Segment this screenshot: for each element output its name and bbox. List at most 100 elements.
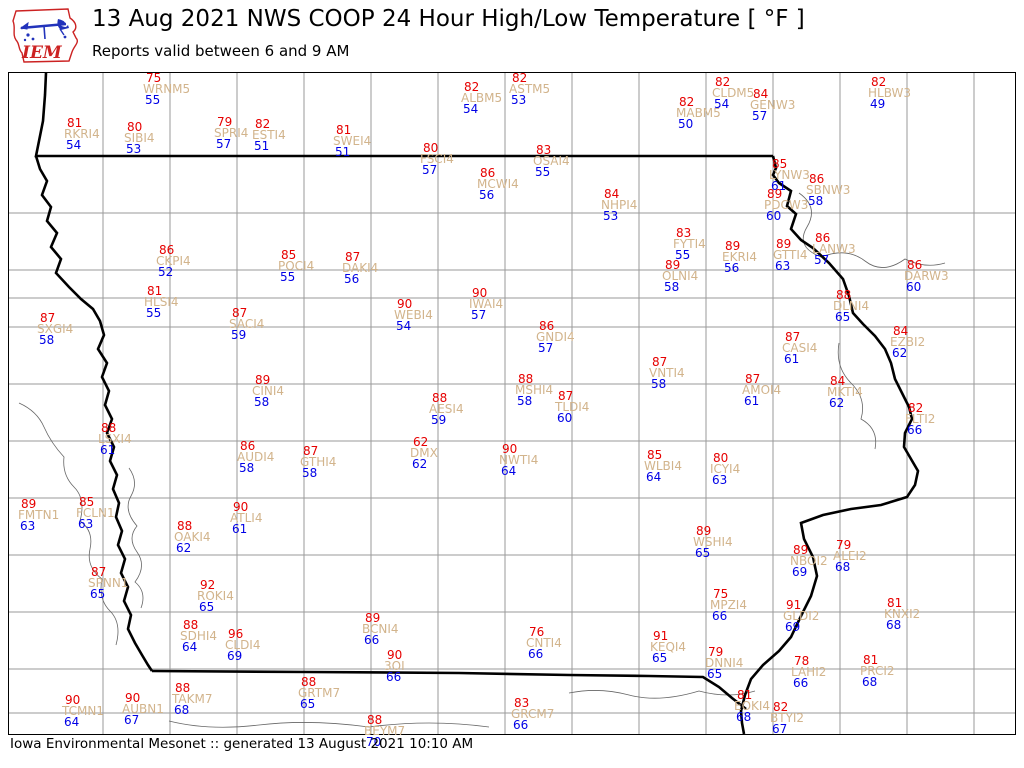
station-id: WRNM5: [143, 82, 191, 96]
station-low-temp: 67: [772, 722, 788, 736]
station-low-temp: 61: [232, 522, 248, 536]
station-high-temp: 80: [127, 120, 143, 134]
missouri-river-border: [34, 155, 154, 672]
station-SPRI4: 79 SPRI4 57: [214, 116, 248, 151]
station-ESTI4: 82 ESTI4 51: [252, 118, 286, 152]
station-low-temp: 62: [892, 346, 908, 360]
station-low-temp: 60: [557, 411, 573, 425]
station-HLSI4: 81 HLSI4 55: [144, 285, 179, 319]
station-id: GNDI4: [536, 330, 575, 344]
station-BTYI2: 82 BTYI2 67: [770, 701, 804, 736]
station-GENW3: 84 GENW3 57: [750, 88, 795, 123]
station-high-temp: 88: [177, 519, 193, 533]
county-map-canvas: [9, 73, 1015, 734]
station-IWAI4: 90 IWAI4 57: [469, 287, 503, 321]
station-id: LAHI2: [791, 665, 827, 679]
station-high-temp: 81: [336, 123, 352, 137]
station-id: 3OI: [384, 659, 405, 673]
station-low-temp: 58: [302, 466, 318, 480]
station-high-temp: 89: [21, 497, 37, 511]
station-id: FYTI4: [673, 237, 706, 251]
station-id: GLDI2: [783, 609, 820, 623]
station-low-temp: 66: [513, 718, 529, 732]
station-high-temp: 90: [125, 691, 141, 705]
station-ASTM5: 82 ASTM5 53: [509, 72, 551, 106]
station-BEYM7: 88 BEYM7 70: [364, 714, 405, 749]
station-high-temp: 79: [836, 538, 852, 552]
station-id: OLNI4: [662, 269, 699, 283]
station-DARW3: 86 DARW3 60: [904, 259, 949, 293]
station-high-temp: 85: [647, 448, 663, 462]
station-low-temp: 50: [678, 117, 694, 131]
station-id: CLDI4: [225, 638, 261, 652]
station-high-temp: 90: [387, 648, 403, 662]
station-high-temp: 87: [232, 306, 248, 320]
station-high-temp: 87: [785, 330, 801, 344]
station-EKRI4: 89 EKRI4 56: [722, 239, 757, 274]
station-high-temp: 90: [397, 297, 413, 311]
station-NWTI4: 90 NWTI4 64: [499, 443, 539, 477]
station-id: SPNN1: [88, 576, 129, 590]
station-HLBW3: 82 HLBW3 49: [868, 76, 911, 110]
iowa-south-border: [151, 669, 747, 711]
station-high-temp: 81: [67, 116, 83, 130]
station-low-temp: 65: [695, 546, 711, 560]
station-low-temp: 59: [231, 328, 247, 342]
station-id: PRCI2: [860, 664, 895, 678]
station-id: GRTM7: [298, 686, 341, 700]
station-high-temp: 89: [725, 239, 741, 253]
station-LAHI2: 78 LAHI2 66: [791, 655, 827, 690]
station-AMOI4: 87 AMOI4 61: [742, 373, 782, 408]
station-low-temp: 55: [675, 248, 691, 262]
station-low-temp: 64: [182, 640, 198, 654]
station-low-temp: 54: [66, 138, 82, 152]
station-WLBI4: 85 WLBI4 64: [644, 448, 682, 484]
station-low-temp: 56: [479, 188, 495, 202]
station-low-temp: 57: [752, 109, 768, 123]
station-id: ALEI2: [833, 549, 867, 563]
station-id: SXGI4: [37, 322, 74, 336]
station-ALBM5: 82 ALBM5 54: [461, 80, 502, 115]
station-low-temp: 70: [366, 735, 382, 749]
station-low-temp: 57: [216, 137, 232, 151]
station-high-temp: 83: [676, 226, 692, 240]
station-FCLN1: 85 FCLN1 63: [76, 495, 115, 530]
station-high-temp: 89: [767, 187, 783, 201]
station-low-temp: 66: [907, 423, 923, 437]
station-low-temp: 66: [793, 676, 809, 690]
station-high-temp: 82: [464, 80, 480, 94]
station-low-temp: 64: [646, 470, 662, 484]
iem-logo-text: IEM: [21, 43, 63, 63]
station-FMTN1: 89 FMTN1 63: [18, 497, 59, 532]
station-low-temp: 62: [412, 457, 428, 471]
station-high-temp: 87: [40, 311, 56, 325]
station-DNNI4: 79 DNNI4 65: [705, 646, 743, 680]
station-id: OAKI4: [174, 530, 211, 544]
station-id: BCNI4: [362, 622, 399, 636]
station-id: AMOI4: [742, 383, 782, 397]
station-id: LYNW3: [769, 168, 810, 182]
station-low-temp: 65: [199, 600, 215, 614]
station-NBOI2: 89 NBOI2 69: [790, 543, 828, 579]
station-high-temp: 85: [79, 495, 95, 509]
station-FSCI4: 80 FSCI4 57: [420, 142, 454, 176]
station-low-temp: 61: [744, 394, 760, 408]
station-low-temp: 62: [176, 541, 192, 555]
station-VNTI4: 87 VNTI4 58: [649, 356, 685, 390]
station-ATLI4: 90 ATLI4 61: [230, 501, 262, 536]
station-low-temp: 69: [792, 565, 808, 579]
station-id: ASTM5: [509, 82, 551, 96]
station-id: NWTI4: [499, 453, 539, 467]
station-low-temp: 54: [714, 97, 730, 111]
station-low-temp: 68: [862, 675, 878, 689]
station-OAKI4: 88 OAKI4 62: [174, 519, 211, 555]
station-SXGI4: 87 SXGI4 58: [37, 311, 74, 346]
station-high-temp: 89: [255, 373, 271, 387]
station-OLNI4: 89 OLNI4 58: [662, 259, 699, 293]
station-GNDI4: 86 GNDI4 57: [536, 320, 575, 354]
station-WSHI4: 89 WSHI4 65: [693, 525, 733, 560]
station-CASI4: 87 CASI4 61: [782, 330, 817, 365]
station-high-temp: 89: [793, 543, 809, 557]
station-high-temp: 88: [183, 618, 199, 632]
temperature-map: [8, 72, 1016, 735]
